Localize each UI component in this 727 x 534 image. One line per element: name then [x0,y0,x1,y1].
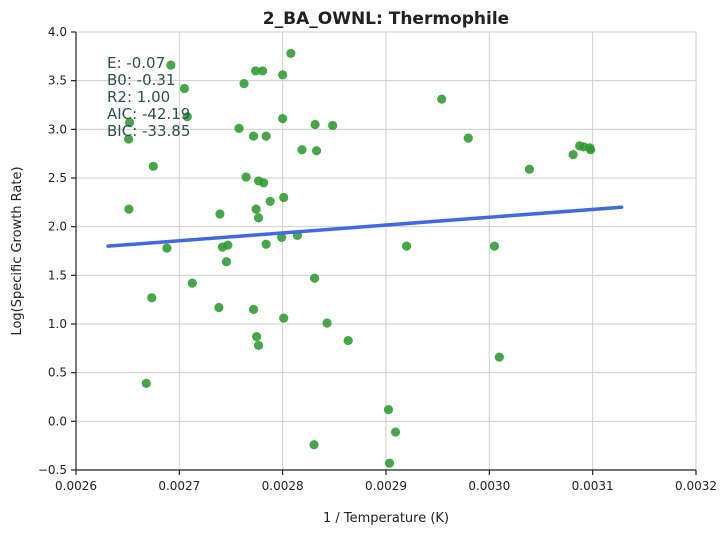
data-point [586,145,596,155]
data-point [297,145,307,155]
data-point [322,318,332,328]
tick-labels: 0.0026 0.0027 0.0028 0.0029 0.0030 0.0031 0.00… [38,25,717,493]
data-point [328,120,338,131]
data-point [252,332,262,342]
y-tick-label: 4.0 [48,25,67,39]
axes [71,31,697,475]
data-point [261,131,271,141]
data-point [234,123,244,133]
data-point [248,304,259,314]
data-point [279,192,289,203]
data-point [259,178,269,188]
data-point [309,273,320,283]
data-point [187,278,197,288]
data-point [384,458,395,468]
data-point [214,302,224,313]
fit-statistic-text: B0: -0.31 [107,71,175,89]
chart-title: 2_BA_OWNL: Thermophile [263,9,509,29]
data-point [141,378,151,388]
data-point [489,241,499,251]
data-point [279,313,289,323]
data-point [148,161,158,171]
data-point [286,48,296,59]
data-point [147,293,157,303]
data-point [390,427,401,437]
data-point [166,60,176,70]
fit-statistic-text: BIC: -33.85 [107,122,190,140]
data-point [261,239,271,249]
x-tick-label: 0.0027 [158,479,200,493]
data-point [162,243,172,253]
y-tick-label: 2.0 [48,220,67,234]
data-point [524,164,535,174]
data-point [463,133,473,143]
data-point [310,119,320,130]
y-axis-label: Log(Specific Growth Rate) [10,166,25,335]
data-point [253,213,264,223]
data-point [494,352,504,362]
fit-statistic-text: AIC: -42.19 [107,105,190,123]
data-point [277,232,287,242]
y-tick-label: −0.5 [38,463,67,477]
fit-line [106,205,624,248]
data-point [437,94,447,104]
x-tick-label: 0.0031 [572,479,614,493]
data-point [250,66,261,76]
data-point [383,405,394,415]
data-point [241,172,251,182]
data-point [124,204,134,214]
data-point [311,146,322,156]
data-point [265,196,275,206]
y-tick-label: 1.0 [48,317,67,331]
y-tick-label: 2.5 [48,171,67,185]
y-tick-label: 0.5 [48,366,67,380]
data-point [182,112,192,122]
data-point [179,83,189,94]
data-point [124,117,135,128]
data-point [215,209,225,219]
data-point [309,440,319,450]
data-point [248,131,259,141]
x-tick-label: 0.0028 [262,479,304,493]
x-axis-label: 1 / Temperature (K) [323,511,449,526]
data-point [278,70,288,80]
data-point [253,340,264,351]
data-point [123,134,134,144]
data-point [343,335,353,346]
data-point [278,114,288,124]
data-point [251,204,261,214]
data-point [258,66,268,76]
data-point [401,241,412,251]
data-point [568,150,578,160]
y-tick-label: 3.5 [48,74,67,88]
x-tick-label: 0.0032 [675,479,717,493]
data-point [221,257,232,267]
x-tick-label: 0.0026 [55,479,97,493]
data-point [239,78,249,89]
fit-line-layer [106,205,624,248]
y-tick-label: 1.5 [48,268,67,282]
y-tick-label: 3.0 [48,122,67,136]
fit-statistic-text: R2: 1.00 [107,88,170,106]
fit-statistic-text: E: -0.07 [107,54,165,72]
y-tick-label: 0.0 [48,414,67,428]
data-point [217,242,228,252]
x-tick-label: 0.0030 [468,479,510,493]
x-tick-label: 0.0029 [365,479,407,493]
